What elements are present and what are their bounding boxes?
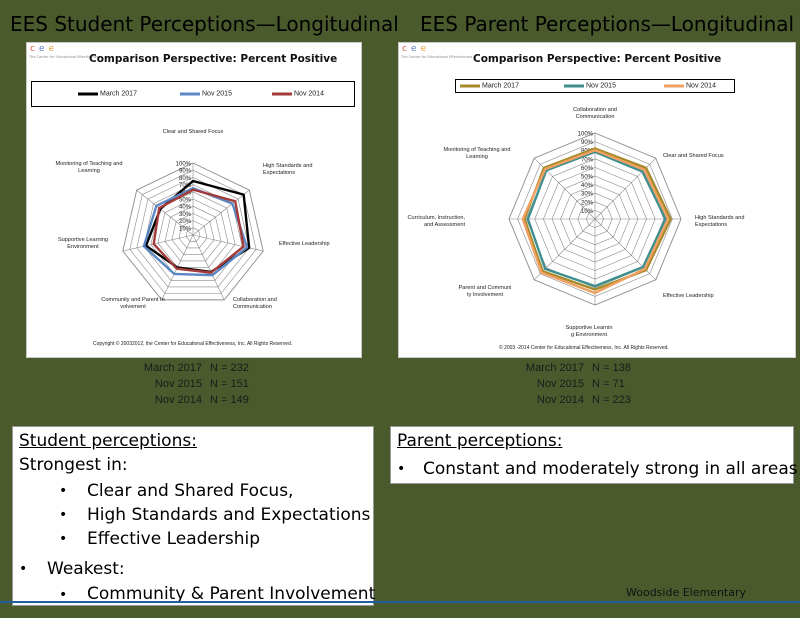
axis-label: High Standards and Expectations <box>263 163 312 176</box>
axis-label: Clear and Shared Focus <box>663 153 724 159</box>
axis-label: High Standards and Expectations <box>695 215 744 228</box>
axis-label: Parent and Communi ty Involvement <box>459 285 512 298</box>
axis-label: Effective Leadership <box>279 241 330 247</box>
count-row: March 2017 N = 138 <box>525 362 631 374</box>
tick-label: 100% <box>176 162 192 168</box>
legend-item: Nov 2014 <box>664 83 716 90</box>
student-chart-title: Comparison Perspective: Percent Positive <box>89 53 338 65</box>
bullet-icon: • <box>59 531 68 547</box>
parent-chart-copyright: © 2003 -2014 Center for Educational Effe… <box>499 345 669 351</box>
parent-perceptions-box: Parent perceptions: • Constant and moder… <box>390 426 798 484</box>
axis-label: Monitoring of Teaching and Learning <box>55 161 122 174</box>
legend-item: March 2017 <box>78 91 137 98</box>
count-row: Nov 2015 N = 71 <box>536 378 625 390</box>
list-item: Community & Parent Involvement <box>87 584 376 604</box>
legend-item: Nov 2015 <box>564 83 616 90</box>
radar-spoke <box>192 189 250 236</box>
radar-grid-ring <box>171 213 215 255</box>
tick-label: 80% <box>179 176 192 182</box>
bullet-icon: • <box>19 561 28 577</box>
student-counts: March 2017 N = 232 Nov 2015 N = 151 Nov 20… <box>82 362 249 410</box>
count-row: Nov 2014 N = 223 <box>536 394 631 406</box>
strongest-label: Strongest in: <box>19 455 128 475</box>
tick-label: 20% <box>179 219 192 225</box>
radar-grid-ring <box>157 198 229 268</box>
count-row: March 2017 N = 232 <box>143 362 249 374</box>
tick-label: 50% <box>581 175 594 181</box>
series-line <box>152 188 245 274</box>
footer-school-name: Woodside Elementary <box>626 586 747 599</box>
student-slide-title: EES Student Perceptions—Longitudinal <box>10 12 399 36</box>
parent-chart-title: Comparison Perspective: Percent Positive <box>473 53 722 65</box>
student-box-heading: Student perceptions: <box>19 431 197 451</box>
footer-rule <box>0 601 800 603</box>
list-item: Clear and Shared Focus, <box>87 481 294 501</box>
series-line <box>142 186 249 277</box>
radar-grid-ring <box>178 220 208 249</box>
parent-slide-title: EES Parent Perceptions—Longitudinal <box>420 12 795 36</box>
bullet-icon: • <box>59 483 68 499</box>
tick-label: 50% <box>179 198 192 204</box>
parent-chart-legend: March 2017 Nov 2015 Nov 2014 <box>455 79 735 93</box>
radar-spoke <box>136 189 194 236</box>
tick-label: 40% <box>581 183 594 189</box>
tick-label: 90% <box>581 140 594 146</box>
list-item: Constant and moderately strong in all ar… <box>423 459 798 479</box>
tick-label: 90% <box>179 169 192 175</box>
radar-grid-ring <box>136 177 250 288</box>
radar-spoke <box>192 234 225 300</box>
axis-label: Monitoring of Teaching and Learning <box>443 147 510 160</box>
tick-label: 10% <box>179 226 192 232</box>
radar-grid-ring <box>185 227 201 242</box>
radar-spoke <box>192 234 264 252</box>
student-radar-chart: 10%20%30%40%50%60%70%80%90%100%Clear and… <box>55 129 330 310</box>
axis-label: Collaboration and Communication <box>573 107 617 120</box>
student-perceptions-box: Student perceptions: Strongest in: • Cle… <box>12 426 376 606</box>
count-row: Nov 2015 N = 151 <box>154 378 249 390</box>
radar-grid-ring <box>164 205 222 262</box>
parent-radar-chart: 10%20%30%40%50%60%70%80%90%100%Collabora… <box>407 107 744 338</box>
radar-grid-ring <box>122 162 264 301</box>
count-row: Nov 2014 N = 149 <box>154 394 249 406</box>
student-chart-copyright: Copyright © 20032012, the Center for Edu… <box>93 341 293 347</box>
tick-label: 20% <box>581 200 594 206</box>
tick-label: 60% <box>581 166 594 172</box>
bullet-icon: • <box>59 507 68 523</box>
tick-label: 30% <box>581 192 594 198</box>
series-line <box>526 150 667 288</box>
bullet-icon: • <box>397 461 406 477</box>
axis-label: Supportive Learning Environment <box>58 237 108 250</box>
legend-item: Nov 2014 <box>272 91 324 98</box>
tick-label: 10% <box>581 209 594 215</box>
parent-counts: March 2017 N = 138 Nov 2015 N = 71 Nov 201… <box>464 362 631 410</box>
axis-label: Supportive Learnin g Environment <box>566 325 613 338</box>
tick-label: 100% <box>578 132 594 138</box>
parent-box-heading: Parent perceptions: <box>397 431 563 451</box>
axis-label: Curriculum, Instruction, and Assessment <box>407 215 465 228</box>
tick-label: 70% <box>581 157 594 163</box>
radar-spoke <box>122 234 194 252</box>
legend-item: Nov 2015 <box>180 91 232 98</box>
series-line <box>521 148 670 295</box>
legend-item: March 2017 <box>460 83 519 90</box>
bullet-icon: • <box>59 587 68 603</box>
list-item: High Standards and Expectations <box>87 505 371 525</box>
weakest-label: Weakest: <box>47 559 125 579</box>
axis-label: Effective Leadership <box>663 293 714 299</box>
axis-label: Clear and Shared Focus <box>163 129 224 135</box>
student-chart-legend: March 2017 Nov 2015 Nov 2014 <box>31 81 355 107</box>
axis-label: Community and Parent In volvement <box>101 297 164 310</box>
tick-label: 40% <box>179 205 192 211</box>
axis-label: Collaboration and Communication <box>233 297 277 310</box>
list-item: Effective Leadership <box>87 529 261 549</box>
tick-label: 30% <box>179 212 192 218</box>
